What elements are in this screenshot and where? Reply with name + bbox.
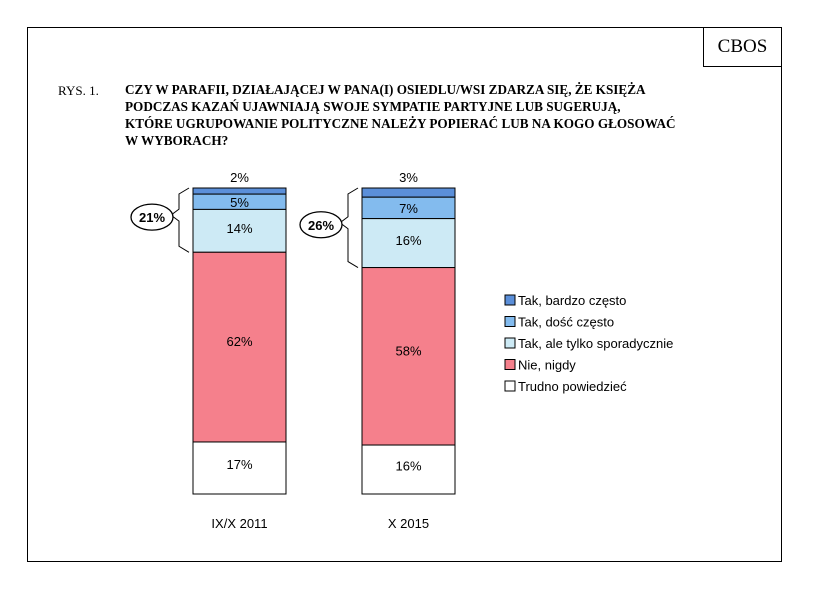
legend-label: Nie, nigdy	[518, 358, 576, 373]
figure-title-line: PODCZAS KAZAŃ UJAWNIAJĄ SWOJE SYMPATIE P…	[125, 99, 621, 114]
group-total-bubble	[130, 203, 174, 231]
figure-title-line: KTÓRE UGRUPOWANIE POLITYCZNE NALEŻY POPI…	[125, 116, 676, 131]
figure-title-line: CZY W PARAFII, DZIAŁAJĄCEJ W PANA(I) OSI…	[125, 82, 646, 97]
category-label: IX/X 2011	[211, 516, 267, 531]
bar-segment	[192, 251, 287, 443]
data-label: 7%	[399, 201, 418, 216]
data-label: 16%	[395, 233, 421, 248]
category-label: X 2015	[388, 516, 429, 531]
legend-swatch	[504, 337, 516, 349]
data-label: 17%	[226, 457, 252, 472]
data-label: 62%	[226, 334, 252, 349]
legend-swatch	[504, 380, 516, 392]
bar-segment	[192, 208, 287, 253]
bar-segment	[192, 441, 287, 495]
figure-label: RYS. 1.	[58, 83, 99, 98]
group-total-label: 26%	[308, 218, 334, 233]
data-label: 14%	[226, 221, 252, 236]
group-bracket	[339, 187, 359, 268]
figure-title: CZY W PARAFII, DZIAŁAJĄCEJ W PANA(I) OSI…	[125, 81, 745, 149]
legend-label: Tak, dość często	[518, 315, 614, 330]
brand-box: CBOS	[703, 27, 782, 67]
data-label: 16%	[395, 459, 421, 474]
group-total-bubble	[299, 211, 343, 239]
legend-label: Tak, bardzo często	[518, 293, 626, 308]
legend-label: Tak, ale tylko sporadycznie	[518, 336, 673, 351]
legend-swatch	[504, 316, 516, 327]
legend-swatch	[504, 294, 516, 306]
data-label: 5%	[230, 195, 249, 210]
brand-label: CBOS	[717, 36, 768, 57]
data-label: 3%	[399, 170, 418, 185]
bar-segment	[361, 267, 456, 446]
bar-segment	[361, 444, 456, 495]
figure-frame	[27, 27, 782, 562]
bar-segment	[361, 187, 456, 198]
data-label: 2%	[230, 170, 249, 185]
bar-segment	[192, 187, 287, 195]
legend-label: Trudno powiedzieć	[518, 379, 627, 394]
group-bracket	[170, 187, 190, 253]
figure-title-line: W WYBORACH?	[125, 133, 229, 148]
legend-swatch	[504, 359, 516, 370]
data-label: 58%	[395, 343, 421, 358]
group-total-label: 21%	[139, 210, 165, 225]
